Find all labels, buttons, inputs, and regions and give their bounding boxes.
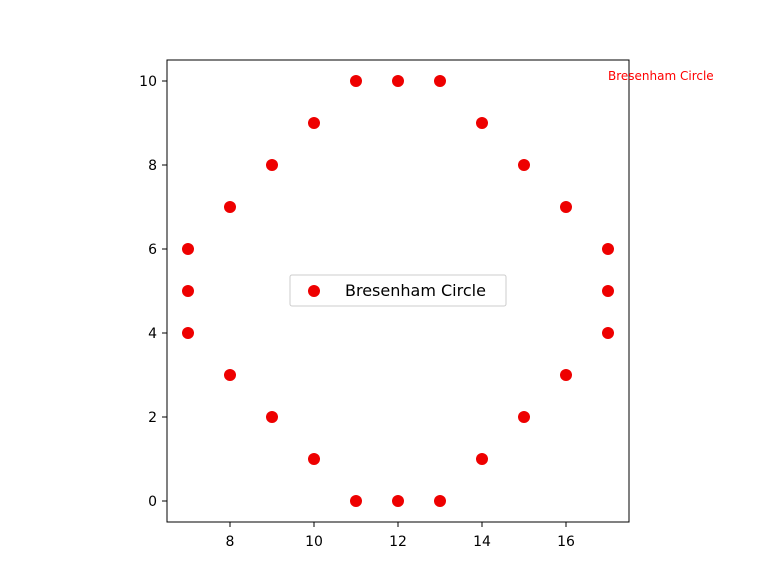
data-point	[266, 411, 278, 423]
x-tick-label: 14	[473, 534, 491, 550]
y-tick-label: 6	[148, 242, 157, 258]
y-axis: 0 2 4 6 8 10	[139, 74, 167, 510]
data-point	[476, 117, 488, 129]
data-point	[266, 159, 278, 171]
data-point	[476, 453, 488, 465]
x-tick-label: 12	[389, 534, 407, 550]
legend-marker	[308, 285, 320, 297]
data-point	[602, 327, 614, 339]
x-tick-label: 10	[305, 534, 323, 550]
y-tick-label: 2	[148, 410, 157, 426]
y-tick-label: 4	[148, 326, 157, 342]
legend-box	[289, 274, 507, 307]
data-point	[350, 75, 362, 87]
data-point	[602, 285, 614, 297]
data-point	[182, 243, 194, 255]
data-point	[392, 75, 404, 87]
data-point	[518, 159, 530, 171]
data-point	[602, 243, 614, 255]
points-layer	[182, 75, 614, 507]
y-tick-label: 10	[139, 74, 157, 90]
annotation-label: Bresenham Circle	[608, 69, 714, 83]
legend: Bresenham Circle	[289, 274, 507, 307]
y-tick-label: 0	[148, 494, 157, 510]
data-point	[434, 75, 446, 87]
data-point	[350, 495, 362, 507]
data-point	[560, 201, 572, 213]
data-point	[224, 369, 236, 381]
data-point	[308, 117, 320, 129]
data-point	[308, 453, 320, 465]
legend-label: Bresenham Circle	[345, 281, 486, 300]
data-point	[560, 369, 572, 381]
data-point	[182, 327, 194, 339]
x-axis: 8 10 12 14 16	[226, 522, 575, 550]
data-point	[224, 201, 236, 213]
data-point	[392, 495, 404, 507]
data-point	[182, 285, 194, 297]
y-tick-label: 8	[148, 158, 157, 174]
x-tick-label: 16	[557, 534, 575, 550]
data-point	[434, 495, 446, 507]
x-tick-label: 8	[226, 534, 235, 550]
data-point	[518, 411, 530, 423]
